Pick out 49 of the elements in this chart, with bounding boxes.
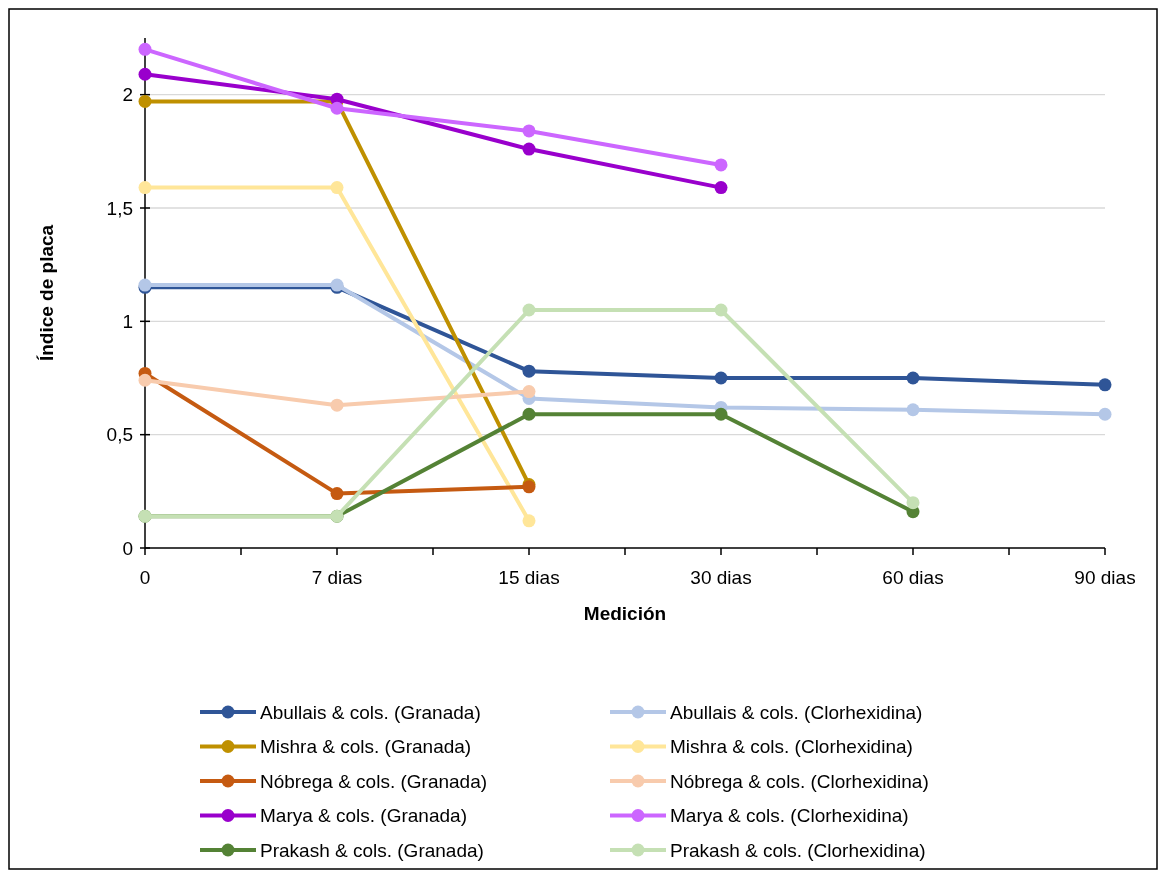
legend-label: Nóbrega & cols. (Clorhexidina): [670, 770, 929, 792]
x-tick-label: 30 dias: [690, 567, 752, 588]
point: [138, 373, 152, 387]
point: [522, 385, 536, 399]
point: [906, 371, 920, 385]
legend-label: Marya & cols. (Clorhexidina): [670, 805, 909, 827]
point: [906, 496, 920, 510]
x-axis-title: Medición: [583, 603, 667, 624]
point: [138, 42, 152, 56]
x-tick-label: 15 dias: [498, 567, 560, 588]
legend-label: Abullais & cols. (Clorhexidina): [670, 701, 923, 723]
x-tick-label: 60 dias: [882, 567, 944, 588]
point: [714, 158, 728, 172]
point: [522, 142, 536, 156]
y-tick-label: 1: [122, 310, 133, 332]
point: [714, 303, 728, 317]
point: [522, 407, 536, 421]
point: [138, 67, 152, 81]
y-tick-label: 1,5: [106, 197, 133, 219]
point: [330, 181, 344, 195]
point: [138, 181, 152, 195]
point: [522, 514, 536, 528]
point: [522, 303, 536, 317]
y-axis-title: Índice de placa: [36, 224, 57, 362]
point: [906, 403, 920, 417]
point: [138, 94, 152, 108]
legend-label: Prakash & cols. (Clorhexidina): [670, 839, 926, 861]
point: [714, 407, 728, 421]
point: [330, 101, 344, 115]
point: [522, 364, 536, 378]
legend-label: Abullais & cols. (Granada): [260, 701, 481, 723]
point: [330, 398, 344, 412]
legend-label: Mishra & cols. (Clorhexidina): [670, 736, 913, 758]
point: [330, 487, 344, 501]
point: [522, 124, 536, 138]
legend-label: Marya & cols. (Granada): [260, 805, 467, 827]
point: [1098, 378, 1112, 392]
point: [1098, 407, 1112, 421]
y-tick-label: 2: [122, 84, 133, 106]
point: [714, 181, 728, 195]
y-tick-label: 0: [122, 537, 133, 559]
legend-label: Mishra & cols. (Granada): [260, 736, 472, 758]
legend-label: Prakash & cols. (Granada): [260, 839, 484, 861]
x-tick-label: 7 dias: [311, 567, 363, 588]
x-tick-label: 90 dias: [1074, 567, 1136, 588]
y-tick-label: 0,5: [106, 424, 133, 446]
point: [714, 371, 728, 385]
legend-label: Nóbrega & cols. (Granada): [260, 770, 488, 792]
x-tick-label: 0: [139, 567, 151, 588]
